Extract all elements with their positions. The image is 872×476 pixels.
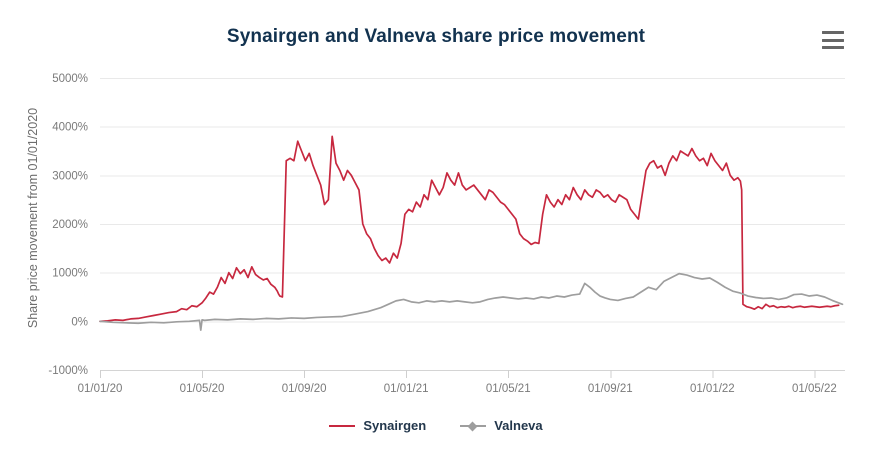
hamburger-menu-icon[interactable] (822, 30, 844, 50)
x-axis-tick-label: 01/01/21 (384, 383, 429, 395)
y-axis-tick-label: 0% (71, 316, 88, 328)
x-axis-tick-label: 01/09/21 (588, 383, 633, 395)
menu-bar-middle (822, 38, 844, 42)
x-axis-tick-label: 01/01/22 (690, 383, 735, 395)
chart-legend: Synairgen Valneva (0, 418, 872, 433)
y-axis-tick-label: -1000% (48, 365, 88, 377)
x-axis-tick-label: 01/05/22 (792, 383, 837, 395)
gridlines (100, 78, 845, 371)
menu-bar-top (822, 31, 844, 34)
legend-item-synairgen[interactable]: Synairgen (329, 418, 426, 433)
x-axis-tick-label: 01/09/20 (282, 383, 327, 395)
data-series (99, 135, 844, 331)
menu-bar-bottom (822, 46, 844, 49)
y-axis-tick-label: 5000% (52, 73, 88, 85)
y-axis-tick-label: 2000% (52, 219, 88, 231)
x-axis-tick-label: 01/05/21 (486, 383, 531, 395)
legend-swatch-synairgen (329, 420, 356, 432)
legend-item-valneva[interactable]: Valneva (460, 418, 543, 433)
x-axis-tick-labels: 01/01/20 01/05/20 01/09/20 01/01/21 01/05/21… (78, 370, 837, 395)
x-axis-tick-label: 01/05/20 (180, 383, 225, 395)
y-axis-tick-label: 1000% (52, 268, 88, 280)
series-line-synairgen (99, 135, 840, 323)
legend-label-synairgen: Synairgen (363, 418, 427, 433)
y-axis-tick-label: 3000% (52, 170, 88, 182)
y-axis-tick-labels: 5000% 4000% 3000% 2000% 1000% 0% -1000% (48, 73, 88, 377)
series-line-valneva (99, 272, 844, 331)
y-axis-tick-label: 4000% (52, 122, 88, 134)
legend-label-valneva: Valneva (494, 418, 543, 433)
chart-title: Synairgen and Valneva share price moveme… (226, 26, 646, 47)
chart-plot-area: 5000% 4000% 3000% 2000% 1000% 0% -1000% 01/01/… (48, 73, 845, 395)
legend-swatch-valneva (460, 420, 487, 432)
x-axis-tick-label: 01/01/20 (78, 383, 123, 395)
